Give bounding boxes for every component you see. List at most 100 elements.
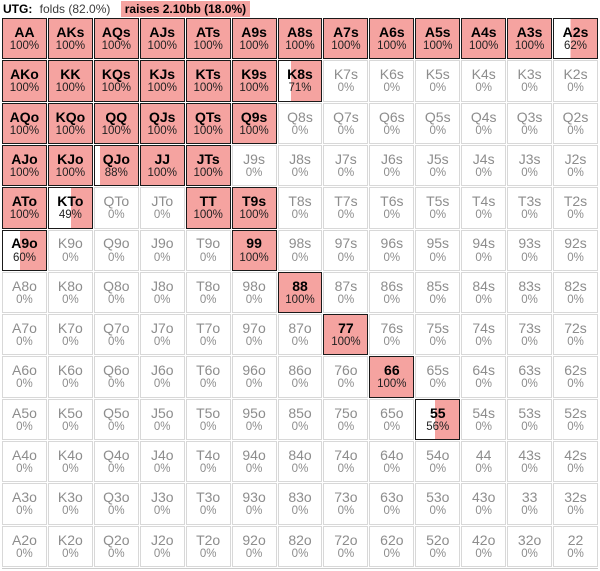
hand-cell-T6o[interactable]: T6o 0% [185,356,231,398]
hand-cell-Q5o[interactable]: Q5o 0% [93,398,139,441]
hand-cell-53s[interactable]: 53s 0% [507,398,553,441]
hand-cell-84o[interactable]: 84o 0% [277,441,323,483]
hand-cell-97o[interactable]: 97o 0% [231,314,277,356]
hand-cell-A3s[interactable]: A3s 100% [507,18,553,60]
hand-cell-52s[interactable]: 52s 0% [553,398,598,441]
hand-cell-ATs[interactable]: ATs 100% [185,18,231,60]
hand-cell-A2s[interactable]: A2s 62% [553,18,598,60]
hand-cell-Q3o[interactable]: Q3o 0% [93,483,139,525]
hand-cell-K7s[interactable]: K7s 0% [323,60,369,102]
hand-cell-K4s[interactable]: K4s 0% [461,60,507,102]
hand-cell-KK[interactable]: KK 100% [47,60,93,102]
hand-cell-88[interactable]: 88 100% [277,271,323,314]
hand-cell-63o[interactable]: 63o 0% [369,483,415,525]
hand-cell-75o[interactable]: 75o 0% [323,398,369,441]
hand-cell-J6s[interactable]: J6s 0% [369,144,415,187]
hand-cell-AA[interactable]: AA 100% [2,18,47,60]
hand-cell-TT[interactable]: TT 100% [185,187,231,229]
hand-cell-J9o[interactable]: J9o 0% [139,229,185,271]
hand-cell-T2s[interactable]: T2s 0% [553,187,598,229]
hand-cell-J4o[interactable]: J4o 0% [139,441,185,483]
hand-cell-QJo[interactable]: QJo 88% [93,144,139,187]
hand-cell-A4s[interactable]: A4s 100% [461,18,507,60]
hand-cell-92o[interactable]: 92o 0% [231,525,277,567]
hand-cell-Q4s[interactable]: Q4s 0% [461,102,507,144]
hand-cell-43o[interactable]: 43o 0% [461,483,507,525]
hand-cell-T3s[interactable]: T3s 0% [507,187,553,229]
hand-cell-J6o[interactable]: J6o 0% [139,356,185,398]
hand-cell-T4s[interactable]: T4s 0% [461,187,507,229]
hand-cell-K9o[interactable]: K9o 0% [47,229,93,271]
hand-cell-A6s[interactable]: A6s 100% [369,18,415,60]
hand-cell-Q2o[interactable]: Q2o 0% [93,525,139,567]
hand-cell-Q5s[interactable]: Q5s 0% [415,102,461,144]
hand-cell-Q6o[interactable]: Q6o 0% [93,356,139,398]
hand-cell-83o[interactable]: 83o 0% [277,483,323,525]
hand-cell-65s[interactable]: 65s 0% [415,356,461,398]
hand-cell-J5s[interactable]: J5s 0% [415,144,461,187]
hand-cell-83s[interactable]: 83s 0% [507,271,553,314]
hand-cell-J3o[interactable]: J3o 0% [139,483,185,525]
hand-cell-K5s[interactable]: K5s 0% [415,60,461,102]
hand-cell-74s[interactable]: 74s 0% [461,314,507,356]
hand-cell-95s[interactable]: 95s 0% [415,229,461,271]
hand-cell-52o[interactable]: 52o 0% [415,525,461,567]
hand-cell-QTo[interactable]: QTo 0% [93,187,139,229]
hand-cell-J5o[interactable]: J5o 0% [139,398,185,441]
hand-cell-77[interactable]: 77 100% [323,314,369,356]
hand-cell-53o[interactable]: 53o 0% [415,483,461,525]
hand-cell-K3s[interactable]: K3s 0% [507,60,553,102]
hand-cell-AQo[interactable]: AQo 100% [2,102,47,144]
hand-cell-A3o[interactable]: A3o 0% [2,483,47,525]
hand-cell-T5o[interactable]: T5o 0% [185,398,231,441]
hand-cell-J2o[interactable]: J2o 0% [139,525,185,567]
hand-cell-43s[interactable]: 43s 0% [507,441,553,483]
hand-cell-73s[interactable]: 73s 0% [507,314,553,356]
hand-cell-42o[interactable]: 42o 0% [461,525,507,567]
hand-cell-75s[interactable]: 75s 0% [415,314,461,356]
hand-cell-84s[interactable]: 84s 0% [461,271,507,314]
hand-cell-KQo[interactable]: KQo 100% [47,102,93,144]
hand-cell-K3o[interactable]: K3o 0% [47,483,93,525]
hand-cell-93o[interactable]: 93o 0% [231,483,277,525]
hand-cell-64s[interactable]: 64s 0% [461,356,507,398]
hand-cell-22[interactable]: 22 0% [553,525,598,567]
hand-cell-87o[interactable]: 87o 0% [277,314,323,356]
hand-cell-A2o[interactable]: A2o 0% [2,525,47,567]
hand-cell-86o[interactable]: 86o 0% [277,356,323,398]
hand-cell-97s[interactable]: 97s 0% [323,229,369,271]
hand-cell-Q8o[interactable]: Q8o 0% [93,271,139,314]
hand-cell-A9s[interactable]: A9s 100% [231,18,277,60]
hand-cell-66[interactable]: 66 100% [369,356,415,398]
hand-cell-Q9s[interactable]: Q9s 100% [231,102,277,144]
hand-cell-A9o[interactable]: A9o 60% [2,229,47,271]
hand-cell-64o[interactable]: 64o 0% [369,441,415,483]
hand-cell-A7o[interactable]: A7o 0% [2,314,47,356]
hand-cell-AJo[interactable]: AJo 100% [2,144,47,187]
hand-cell-K6o[interactable]: K6o 0% [47,356,93,398]
hand-cell-K5o[interactable]: K5o 0% [47,398,93,441]
hand-cell-KJo[interactable]: KJo 100% [47,144,93,187]
hand-cell-J8o[interactable]: J8o 0% [139,271,185,314]
hand-cell-J4s[interactable]: J4s 0% [461,144,507,187]
hand-cell-T9s[interactable]: T9s 100% [231,187,277,229]
hand-cell-T6s[interactable]: T6s 0% [369,187,415,229]
hand-cell-A6o[interactable]: A6o 0% [2,356,47,398]
hand-cell-JTs[interactable]: JTs 100% [185,144,231,187]
hand-cell-85o[interactable]: 85o 0% [277,398,323,441]
hand-cell-J2s[interactable]: J2s 0% [553,144,598,187]
hand-cell-Q9o[interactable]: Q9o 0% [93,229,139,271]
hand-cell-76o[interactable]: 76o 0% [323,356,369,398]
hand-cell-J7o[interactable]: J7o 0% [139,314,185,356]
hand-cell-93s[interactable]: 93s 0% [507,229,553,271]
hand-cell-Q6s[interactable]: Q6s 0% [369,102,415,144]
hand-cell-K2o[interactable]: K2o 0% [47,525,93,567]
hand-cell-99[interactable]: 99 100% [231,229,277,271]
hand-cell-T7s[interactable]: T7s 0% [323,187,369,229]
hand-cell-K6s[interactable]: K6s 0% [369,60,415,102]
hand-cell-K7o[interactable]: K7o 0% [47,314,93,356]
hand-cell-J3s[interactable]: J3s 0% [507,144,553,187]
hand-cell-T4o[interactable]: T4o 0% [185,441,231,483]
hand-cell-96s[interactable]: 96s 0% [369,229,415,271]
hand-cell-K4o[interactable]: K4o 0% [47,441,93,483]
